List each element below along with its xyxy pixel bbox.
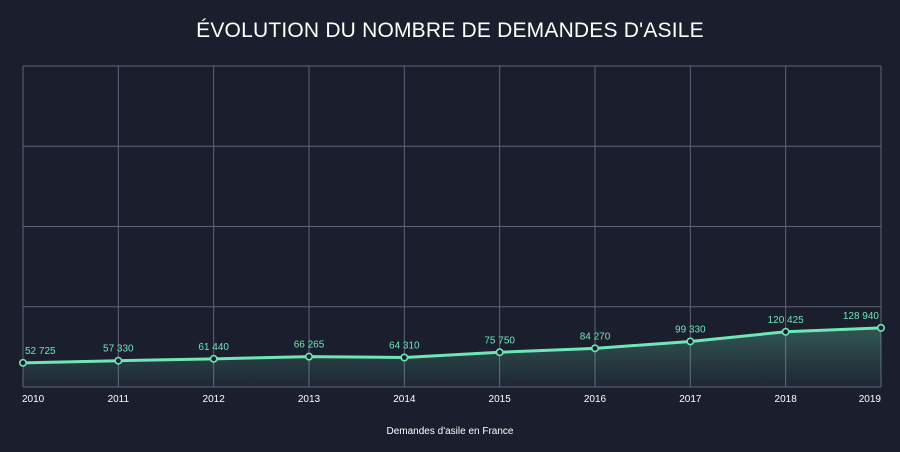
data-label: 61 440 [198,342,229,353]
x-tick-label: 2018 [775,394,798,405]
data-point[interactable] [18,358,27,367]
data-label: 120 425 [768,315,805,326]
data-points-layer [18,323,885,367]
area-fill-layer [23,327,881,387]
data-point[interactable] [590,344,599,353]
data-point[interactable] [209,354,218,363]
data-label: 128 940 [843,311,880,322]
data-label: 57 330 [103,344,134,355]
x-tick-label: 2012 [203,394,226,405]
series-line [22,326,882,365]
data-label: 84 270 [580,331,611,342]
data-label: 52 725 [25,346,56,357]
area-fill [23,327,881,387]
grid [22,65,882,388]
data-labels-layer: 52 725 57 330 61 440 66 265 64 310 75 750 84 2… [25,311,879,357]
data-label: 99 330 [675,324,706,335]
data-point[interactable] [876,323,885,332]
data-point[interactable] [781,327,790,336]
x-tick-labels: 2010 2011 2012 2013 2014 2015 2016 2017 2018 2019 [22,394,881,405]
x-tick-label: 2015 [489,394,512,405]
data-point[interactable] [686,337,695,346]
data-point[interactable] [114,356,123,365]
x-tick-label: 2019 [859,394,882,405]
x-tick-label: 2010 [22,394,45,405]
x-tick-label: 2013 [298,394,321,405]
x-tick-label: 2017 [679,394,702,405]
x-tick-label: 2011 [108,394,130,405]
data-point[interactable] [304,352,313,361]
data-point[interactable] [400,353,409,362]
data-label: 64 310 [389,341,420,352]
x-tick-label: 2014 [393,394,416,405]
x-tick-label: 2016 [584,394,607,405]
chart-title: ÉVOLUTION DU NOMBRE DE DEMANDES D'ASILE [196,19,704,42]
data-point[interactable] [495,348,504,357]
data-label: 66 265 [294,340,325,351]
x-axis-label: Demandes d'asile en France [387,426,514,437]
series-line-layer [22,326,882,365]
data-label: 75 750 [484,335,515,346]
